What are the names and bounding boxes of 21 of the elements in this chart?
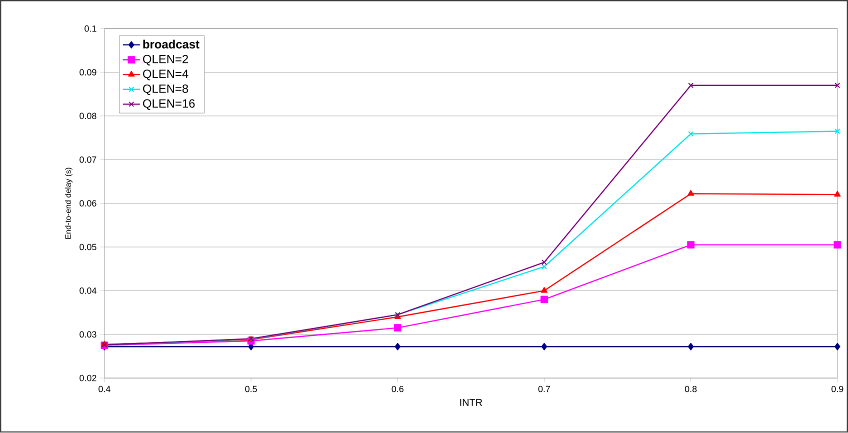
y-tick-label: 0.02 [80, 375, 96, 382]
legend-label: broadcast [143, 40, 200, 49]
legend-label: QLEN=4 [143, 70, 188, 80]
x-tick-label: 0.9 [832, 386, 844, 392]
legend-label: QLEN=2 [143, 55, 188, 66]
y-tick-label: 0.1 [84, 26, 96, 32]
y-tick-label: 0.06 [80, 200, 96, 207]
legend-label: QLEN=16 [143, 99, 195, 110]
y-tick-label: 0.09 [80, 69, 96, 76]
x-axis-title: INTR [460, 399, 482, 406]
y-tick-label: 0.03 [80, 331, 96, 338]
y-tick-label: 0.08 [80, 112, 96, 120]
x-tick-label: 0.6 [392, 386, 404, 392]
x-tick-label: 0.5 [245, 386, 257, 392]
y-tick-label: 0.07 [80, 156, 96, 164]
x-tick-label: 0.8 [684, 386, 697, 392]
y-tick-label: 0.05 [80, 244, 96, 250]
x-tick-label: 0.4 [98, 386, 110, 392]
y-tick-label: 0.04 [80, 288, 96, 294]
legend-label: QLEN=8 [143, 84, 188, 96]
x-tick-label: 0.7 [538, 386, 550, 392]
